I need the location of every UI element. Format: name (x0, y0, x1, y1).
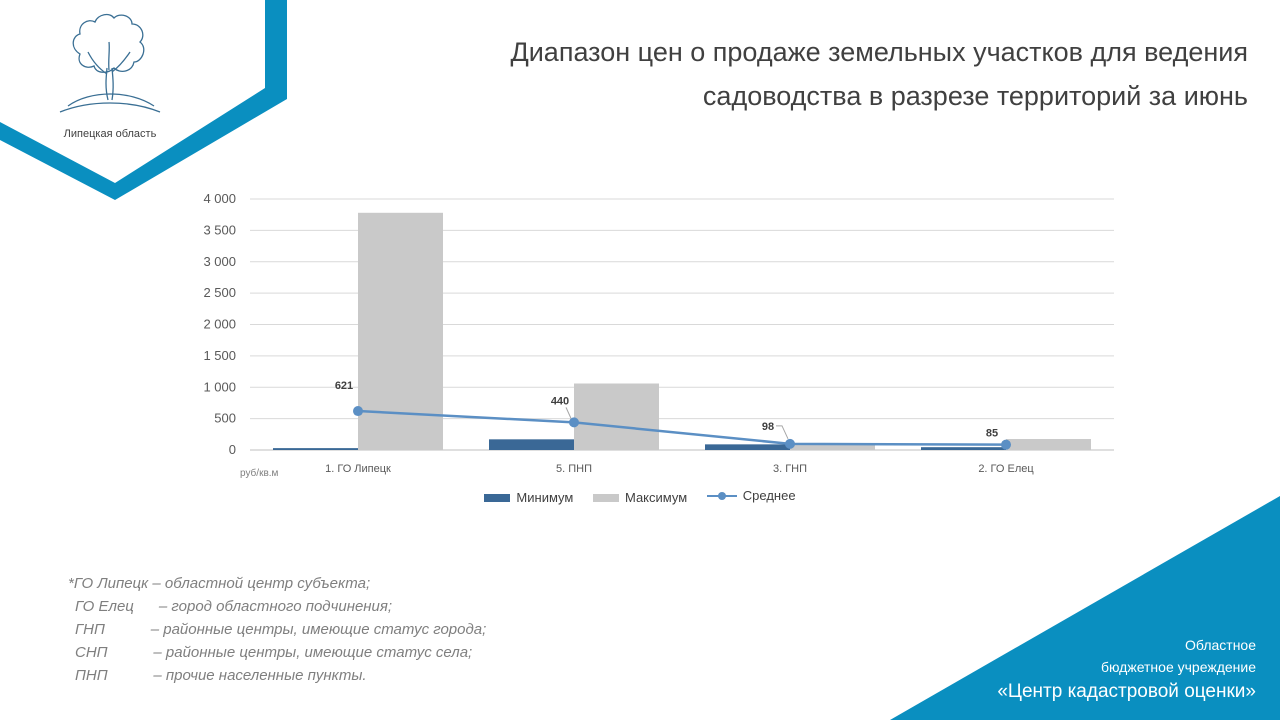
logo-caption: Липецкая область (63, 128, 157, 140)
note-term: СНП (75, 644, 108, 661)
average-point (353, 406, 363, 417)
y-tick-label: 4 000 (203, 191, 236, 206)
bottom-right-banner (890, 496, 1280, 720)
average-line-path (357, 409, 1007, 446)
organization-name: Областное бюджетное учреждение «Центр ка… (997, 634, 1256, 706)
bar-max (574, 383, 659, 450)
title-line-2: садоводства в разрезе территорий за июнь (702, 81, 1248, 111)
average-point (1001, 439, 1011, 450)
legend-label-min: Минимум (516, 490, 574, 505)
note-row: *ГО Липецк – областной центр субъекта; (68, 572, 486, 595)
label-leader (776, 425, 789, 440)
note-def: – районные центры, имеющие статус села; (107, 644, 473, 661)
y-tick-label: 3 000 (203, 254, 236, 269)
bar-max (358, 212, 443, 450)
x-axis-ticks: 1. ГО Липецк 5. ПНП 3. ГНП 2. ГО Елец (325, 463, 1034, 475)
y-axis-ticks: 0 500 1 000 1 500 2 000 2 500 3 000 3 500 4 000 (203, 191, 236, 457)
note-row: ГНП – районные центры, имеющие статус го… (68, 618, 486, 641)
x-tick-label: 1. ГО Липецк (325, 463, 391, 475)
legend-item-max: Максимум (592, 490, 688, 505)
average-data-label: 98 (762, 421, 774, 433)
y-tick-label: 2 000 (203, 317, 236, 332)
note-term: ПНП (75, 667, 108, 684)
org-line-1: Областное (1185, 637, 1256, 653)
note-def: – районные центры, имеющие статус города… (104, 621, 487, 638)
note-row: ГО Елец – город областного подчинения; (68, 595, 486, 618)
y-tick-label: 2 500 (203, 285, 236, 300)
legend-item-avg: Среднее (706, 488, 796, 503)
y-tick-label: 0 (229, 442, 236, 457)
y-tick-label: 1 000 (203, 379, 236, 394)
y-tick-label: 500 (214, 411, 236, 426)
legend-label-avg: Среднее (742, 488, 796, 503)
average-point (785, 438, 795, 449)
org-line-2: бюджетное учреждение (1100, 659, 1256, 675)
note-term: ГНП (75, 621, 105, 638)
chart-legend: Минимум Максимум Среднее (0, 488, 1280, 505)
y-tick-label: 3 500 (203, 222, 236, 237)
y-tick-label: 1 500 (203, 348, 236, 363)
legend-swatch-max (592, 493, 619, 502)
x-tick-label: 3. ГНП (773, 463, 807, 475)
x-tick-label: 5. ПНП (556, 463, 592, 475)
note-term: ГО Елец (75, 598, 134, 615)
note-row: ПНП – прочие населенные пункты. (68, 664, 486, 687)
bars (273, 212, 1091, 450)
org-line-3: «Центр кадастровой оценки» (997, 681, 1256, 702)
legend-swatch-min (484, 493, 511, 502)
data-labels: 621 440 98 85 (335, 380, 998, 440)
tree-logo-icon (59, 13, 161, 113)
legend-item-min: Минимум (484, 490, 573, 505)
average-data-label: 440 (551, 395, 569, 407)
bar-min (273, 448, 358, 450)
bar-min (921, 447, 1006, 450)
x-tick-label: 2. ГО Елец (978, 463, 1034, 475)
average-point (569, 417, 579, 428)
footnotes: *ГО Липецк – областной центр субъекта; Г… (68, 572, 486, 687)
page-title: Диапазон цен о продаже земельных участко… (368, 30, 1248, 118)
average-line (353, 406, 1011, 450)
average-data-label: 621 (335, 380, 353, 392)
bar-min (489, 439, 574, 450)
label-leader (565, 407, 572, 419)
title-line-1: Диапазон цен о продаже земельных участко… (510, 37, 1248, 67)
bar-min (705, 444, 790, 450)
note-def: – прочие населенные пункты. (107, 667, 367, 684)
bar-max (1006, 439, 1091, 450)
unit-label: руб/кв.м (240, 467, 279, 479)
note-row: СНП – районные центры, имеющие статус се… (68, 641, 486, 664)
legend-label-max: Максимум (624, 490, 688, 505)
note-def: – областной центр субъекта; (148, 575, 371, 592)
average-data-label: 85 (986, 428, 998, 440)
note-def: – город областного подчинения; (133, 598, 393, 615)
legend-swatch-avg (706, 490, 737, 502)
bar-max (790, 443, 875, 450)
note-term: *ГО Липецк (68, 575, 149, 592)
